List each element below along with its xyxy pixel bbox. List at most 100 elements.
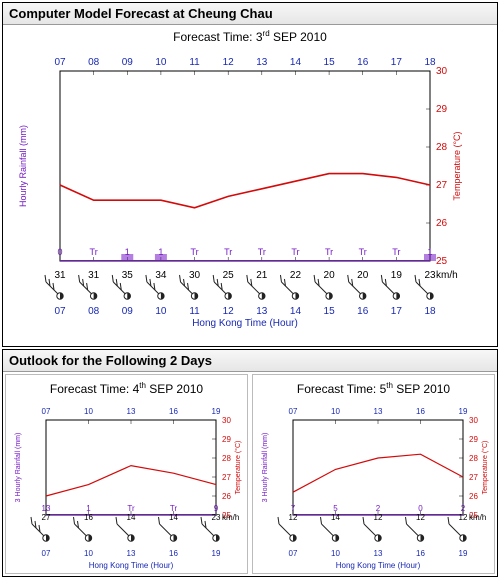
svg-text:26: 26: [222, 492, 231, 501]
main-chart: 070809101112131415161718252627282930Hour…: [10, 46, 490, 346]
svg-text:12: 12: [288, 513, 297, 522]
svg-text:13: 13: [256, 57, 268, 68]
svg-text:28: 28: [436, 142, 448, 153]
svg-text:09: 09: [122, 57, 134, 68]
svg-text:12: 12: [223, 57, 235, 68]
svg-text:29: 29: [222, 435, 231, 444]
svg-text:Tr: Tr: [169, 504, 177, 513]
svg-text:09: 09: [122, 306, 134, 317]
svg-text:10: 10: [331, 407, 340, 416]
svg-text:30: 30: [436, 66, 448, 77]
svg-text:13: 13: [373, 549, 382, 558]
day4-chart: 07101316192526272829303 Hourly Rainfall …: [8, 398, 246, 573]
svg-text:30: 30: [469, 416, 478, 425]
day5-chart: 07101316192526272829303 Hourly Rainfall …: [255, 398, 493, 573]
svg-text:13: 13: [126, 407, 135, 416]
svg-text:Hong Kong Time (Hour): Hong Kong Time (Hour): [192, 318, 298, 329]
day4-panel: Forecast Time: 4th SEP 2010 071013161925…: [5, 374, 248, 574]
svg-text:km/h: km/h: [222, 513, 239, 522]
svg-text:19: 19: [211, 407, 220, 416]
svg-text:Tr: Tr: [258, 247, 266, 257]
svg-text:13: 13: [126, 549, 135, 558]
svg-text:1: 1: [158, 247, 163, 257]
svg-text:1: 1: [86, 504, 91, 513]
svg-text:14: 14: [126, 513, 135, 522]
svg-text:Tr: Tr: [392, 247, 400, 257]
svg-text:1: 1: [125, 247, 130, 257]
svg-text:28: 28: [222, 454, 231, 463]
svg-text:10: 10: [84, 549, 93, 558]
svg-text:16: 16: [416, 549, 425, 558]
outlook-title: Outlook for the Following 2 Days: [3, 350, 497, 372]
svg-text:31: 31: [88, 270, 100, 281]
svg-text:07: 07: [41, 407, 50, 416]
svg-text:10: 10: [331, 549, 340, 558]
day5-forecast-time: Forecast Time: 5th SEP 2010: [253, 381, 494, 396]
svg-text:26: 26: [436, 218, 448, 229]
svg-text:3 Hourly Rainfall (mm): 3 Hourly Rainfall (mm): [262, 433, 269, 503]
svg-text:28: 28: [469, 454, 478, 463]
svg-text:7: 7: [290, 504, 295, 513]
svg-text:10: 10: [155, 306, 167, 317]
svg-text:11: 11: [189, 57, 200, 68]
svg-text:14: 14: [290, 57, 302, 68]
svg-text:30: 30: [189, 270, 201, 281]
main-title: Computer Model Forecast at Cheung Chau: [3, 3, 497, 25]
svg-text:26: 26: [469, 492, 478, 501]
svg-text:0: 0: [57, 247, 62, 257]
svg-text:Tr: Tr: [224, 247, 232, 257]
svg-text:12: 12: [373, 513, 382, 522]
svg-text:12: 12: [223, 306, 235, 317]
svg-text:25: 25: [436, 256, 448, 267]
svg-text:10: 10: [84, 407, 93, 416]
svg-text:Tr: Tr: [90, 247, 98, 257]
svg-text:27: 27: [436, 180, 448, 191]
svg-text:14: 14: [169, 513, 178, 522]
svg-text:2: 2: [460, 504, 465, 513]
svg-text:16: 16: [416, 407, 425, 416]
svg-text:18: 18: [424, 57, 436, 68]
svg-text:16: 16: [84, 513, 93, 522]
svg-text:17: 17: [391, 306, 403, 317]
svg-text:16: 16: [169, 549, 178, 558]
svg-text:19: 19: [211, 549, 220, 558]
svg-text:20: 20: [357, 270, 369, 281]
svg-text:0: 0: [418, 504, 423, 513]
svg-text:5: 5: [333, 504, 338, 513]
main-forecast-time: Forecast Time: 3rd SEP 2010: [3, 29, 497, 44]
main-panel: Computer Model Forecast at Cheung Chau F…: [2, 2, 498, 347]
svg-text:21: 21: [256, 270, 268, 281]
svg-text:km/h: km/h: [436, 270, 458, 281]
svg-text:15: 15: [324, 306, 336, 317]
svg-text:34: 34: [155, 270, 167, 281]
svg-text:9: 9: [213, 504, 218, 513]
svg-text:19: 19: [458, 549, 467, 558]
svg-text:16: 16: [357, 306, 369, 317]
svg-text:07: 07: [288, 549, 297, 558]
svg-text:12: 12: [458, 513, 467, 522]
svg-text:27: 27: [41, 513, 50, 522]
svg-text:22: 22: [290, 270, 302, 281]
svg-text:18: 18: [424, 306, 436, 317]
svg-text:20: 20: [324, 270, 336, 281]
svg-text:16: 16: [357, 57, 369, 68]
svg-text:15: 15: [324, 57, 336, 68]
day5-panel: Forecast Time: 5th SEP 2010 071013161925…: [252, 374, 495, 574]
svg-text:3 Hourly Rainfall (mm): 3 Hourly Rainfall (mm): [15, 433, 22, 503]
svg-text:Tr: Tr: [127, 504, 135, 513]
svg-text:27: 27: [469, 473, 478, 482]
svg-text:19: 19: [391, 270, 403, 281]
svg-text:13: 13: [373, 407, 382, 416]
svg-text:Tr: Tr: [291, 247, 299, 257]
svg-text:12: 12: [416, 513, 425, 522]
svg-text:23: 23: [424, 270, 436, 281]
svg-text:Temperature (°C): Temperature (°C): [452, 131, 462, 200]
svg-text:19: 19: [458, 407, 467, 416]
svg-text:07: 07: [288, 407, 297, 416]
svg-text:Hong Kong Time (Hour): Hong Kong Time (Hour): [335, 561, 420, 570]
svg-text:Tr: Tr: [359, 247, 367, 257]
svg-text:29: 29: [436, 104, 448, 115]
svg-text:23: 23: [211, 513, 220, 522]
svg-text:Tr: Tr: [190, 247, 198, 257]
svg-text:08: 08: [88, 306, 100, 317]
